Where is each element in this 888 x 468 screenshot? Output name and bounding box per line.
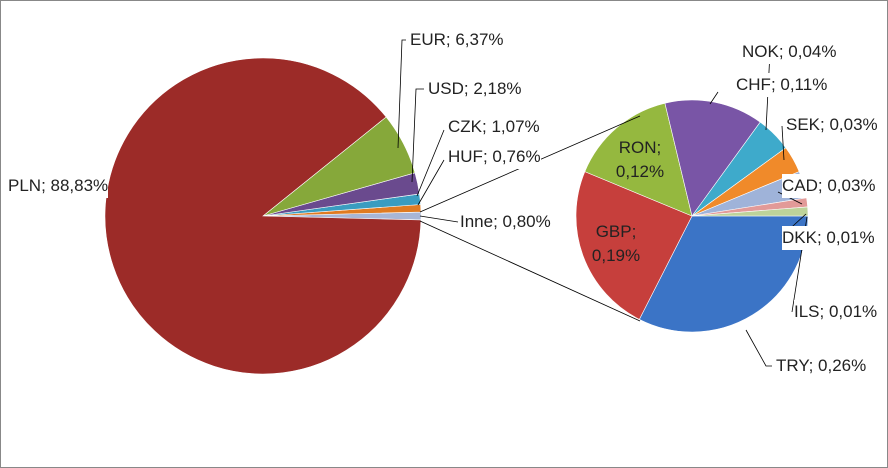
leader-line	[417, 159, 445, 206]
leader-line	[745, 329, 772, 367]
data-label: ILS; 0,01%	[794, 300, 878, 324]
connector-line	[419, 220, 641, 322]
data-label: NOK; 0,04%	[742, 40, 837, 64]
data-label: GBP; 0,19%	[591, 222, 641, 265]
data-label: CHF; 0,11%	[736, 73, 828, 97]
data-label: EUR; 6,37%	[410, 28, 504, 52]
data-label: CZK; 1,07%	[448, 115, 540, 139]
leader-line	[781, 125, 785, 161]
data-label: SEK; 0,03%	[786, 113, 878, 137]
data-label: CAD; 0,03%	[782, 174, 876, 198]
pie-slice	[584, 102, 693, 217]
leader-line	[709, 91, 719, 105]
data-label: Inne; 0,80%	[460, 210, 551, 234]
data-label: RON; 0,12%	[615, 138, 665, 181]
data-label: DKK; 0,01%	[782, 226, 875, 250]
data-label: PLN; 88,83%	[8, 174, 109, 198]
pie-slice	[664, 99, 761, 217]
pie-slice	[575, 171, 693, 320]
leader-line	[411, 88, 424, 183]
pie-slice	[104, 57, 422, 375]
leader-line	[397, 39, 406, 149]
leader-line	[416, 129, 445, 197]
data-label: HUF; 0,76%	[448, 145, 541, 169]
data-label: TRY; 0,26%	[776, 354, 867, 378]
data-label: USD; 2,18%	[428, 77, 522, 101]
leader-line	[419, 215, 459, 223]
pie-slice	[691, 206, 809, 217]
